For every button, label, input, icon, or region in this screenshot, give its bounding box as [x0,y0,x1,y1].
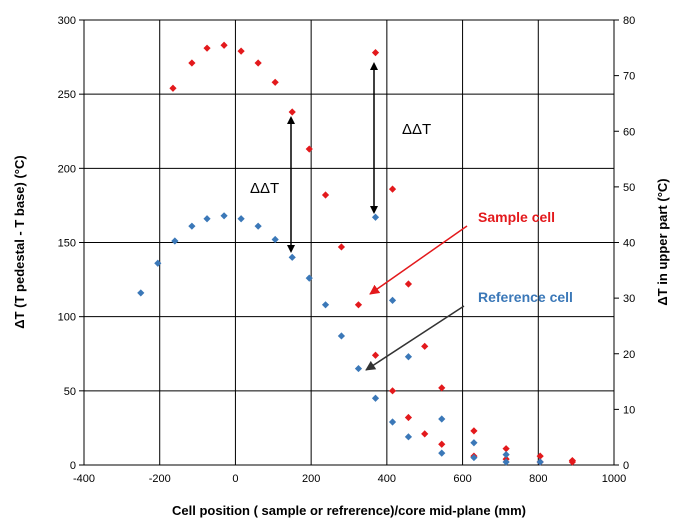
sample-cell-label: Sample cell [478,209,555,225]
sample-cell-point [371,351,380,359]
sample-cell-point [388,387,397,395]
reference-cell-point [154,259,162,267]
reference-cell-point [438,415,446,423]
reference-cell-point [404,433,413,441]
left-y-tick-label: 200 [58,163,76,175]
reference-cell-point [502,451,510,459]
right-y-tick-label: 80 [623,15,635,27]
reference-cell-point [288,253,296,261]
right-y-tick-label: 50 [623,182,635,194]
x-tick-label: 200 [302,473,320,485]
reference-cell-point [271,235,279,244]
sample-cell-point [470,427,478,435]
sample-cell-point [438,384,446,392]
reference-cell-point [388,418,397,426]
right-y-tick-label: 20 [623,349,635,361]
reference-cell-label: Reference cell [478,289,573,305]
reference-cell-point [536,458,544,466]
sample-cell-point [305,145,313,153]
sample-cell-pointer [369,225,468,295]
right-y-tick-labels: 0 10 20 30 40 50 60 70 80 [623,15,635,472]
sample-cell-point [536,452,544,460]
right-y-tick-label: 10 [623,404,635,416]
sample-cell-point [502,445,510,453]
reference-cell-point [254,222,262,230]
reference-cell-point [371,394,380,402]
reference-cell-point [220,212,228,220]
sample-cell-point [188,59,196,67]
x-tick-labels: -400 -200 0 200 400 600 800 1000 [73,473,626,485]
left-y-tick-label: 50 [64,386,76,398]
reference-cell-pointer [365,305,465,371]
left-y-tick-label: 150 [58,238,76,250]
reference-cell-point [502,458,510,466]
sample-cell-point [321,191,330,199]
sample-cell-point [237,47,245,55]
reference-cell-point [404,353,413,361]
sample-cell-point [254,59,262,67]
left-y-axis-title: ΔT (T pedestal - T base) (°C) [12,155,27,328]
right-y-axis-title: ΔT in upper part (°C) [655,178,670,305]
reference-cell-point [438,449,446,457]
left-y-tick-label: 100 [58,312,76,324]
sample-cell-point [371,49,380,57]
x-tick-label: -200 [149,473,171,485]
x-tick-label: -400 [73,473,95,485]
left-y-tick-label: 0 [70,460,76,472]
sample-cell-point [288,108,296,116]
sample-cell-point [421,430,429,438]
x-axis-title: Cell position ( sample or refrerence)/co… [172,503,526,518]
reference-cell-point [237,215,245,223]
right-y-tick-label: 60 [623,126,635,138]
sample-cell-point [404,280,413,288]
right-y-tick-label: 30 [623,293,635,305]
right-y-tick-label: 70 [623,71,635,83]
x-tick-label: 0 [232,473,238,485]
reference-cell-point [188,222,196,230]
sample-cell-point [421,342,429,350]
sample-cell-point [404,413,413,422]
reference-cell-point [354,364,363,373]
right-y-tick-label: 40 [623,238,635,250]
sample-cell-point [220,41,228,49]
x-tick-label: 1000 [602,473,626,485]
sample-cell-point [438,440,446,448]
reference-cell-point [388,296,397,304]
left-y-tick-label: 250 [58,89,76,101]
left-y-tick-labels: 0 50 100 150 200 250 300 [58,15,76,472]
x-tick-label: 600 [453,473,471,485]
right-y-tick-label: 0 [623,460,629,472]
sample-cell-point [337,243,346,251]
reference-cell-point [337,332,346,340]
ddt-label-right: ΔΔT [402,121,431,138]
reference-cell-point [137,289,145,297]
reference-cell-point [203,215,211,223]
x-tick-label: 800 [529,473,547,485]
reference-cell-point [470,439,478,447]
left-y-tick-label: 300 [58,15,76,27]
sample-cell-point [354,301,363,309]
ddt-label-left: ΔΔT [250,180,279,197]
reference-cell-point [171,237,179,245]
data-points [137,41,576,466]
x-tick-label: 400 [378,473,396,485]
reference-cell-point [371,213,380,221]
sample-cell-point [169,84,177,92]
sample-cell-point [203,44,211,52]
reference-cell-point [470,453,478,462]
reference-cell-point [305,274,313,282]
reference-cell-point [321,301,330,309]
sample-cell-point [568,458,576,466]
sample-cell-point [388,185,397,193]
gridlines [79,19,619,466]
sample-cell-point [271,78,279,86]
